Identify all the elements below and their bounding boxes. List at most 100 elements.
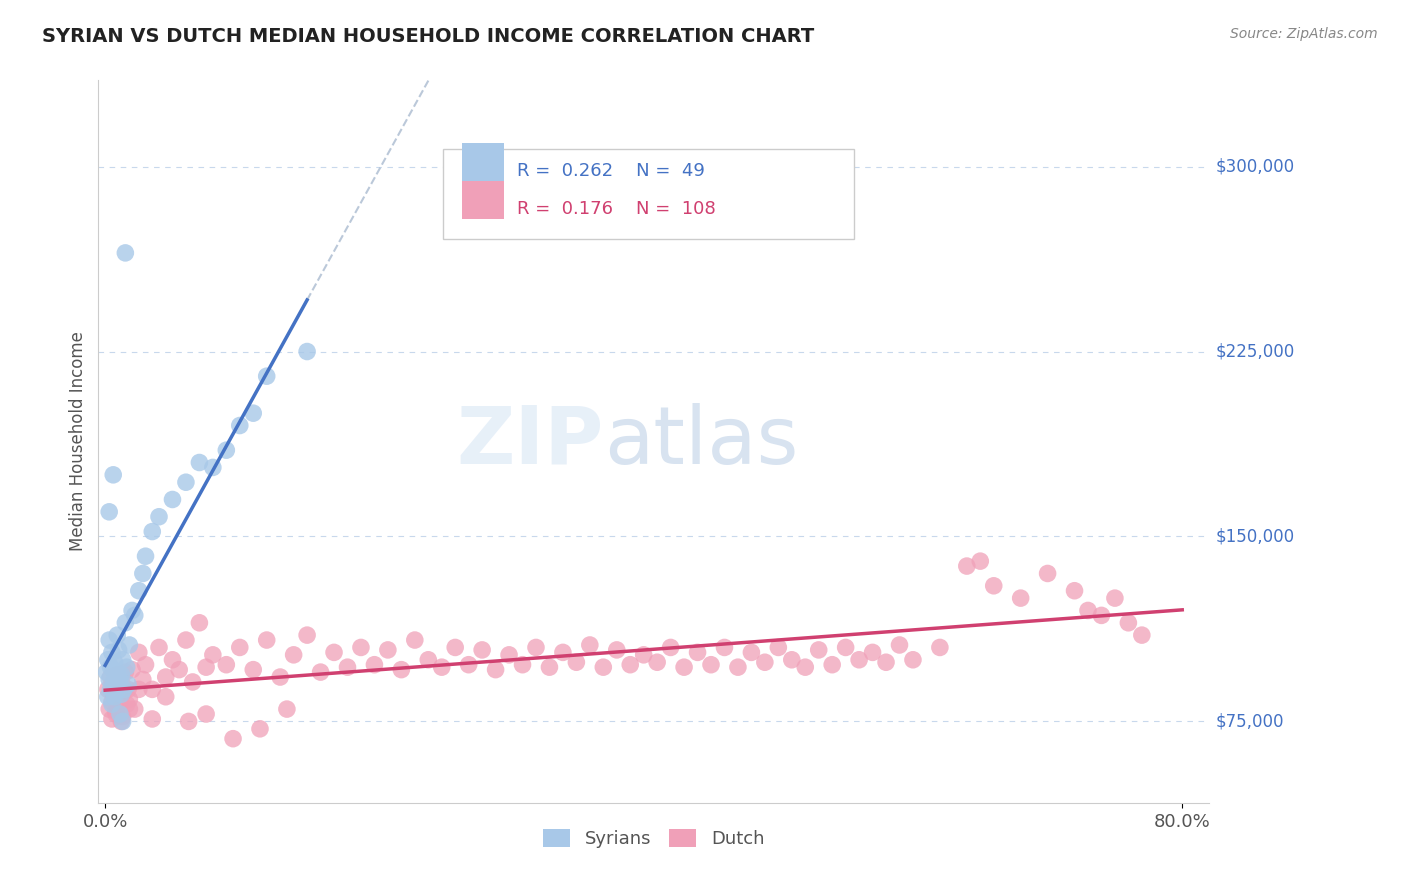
Point — [115, 697, 138, 711]
Point — [256, 633, 278, 648]
Point — [97, 690, 120, 704]
Point — [229, 418, 252, 433]
Text: atlas: atlas — [603, 402, 799, 481]
Point — [135, 657, 157, 672]
Point — [155, 690, 177, 704]
Point — [141, 524, 163, 539]
Point — [363, 657, 385, 672]
Text: Source: ZipAtlas.com: Source: ZipAtlas.com — [1230, 27, 1378, 41]
Point — [103, 663, 125, 677]
Point — [242, 406, 264, 420]
Point — [103, 675, 125, 690]
Point — [110, 667, 132, 681]
Point — [283, 648, 305, 662]
Point — [377, 643, 399, 657]
Point — [201, 648, 224, 662]
Point — [686, 645, 709, 659]
Point — [538, 660, 561, 674]
Point — [100, 682, 122, 697]
Point — [118, 638, 141, 652]
Point — [100, 670, 122, 684]
Point — [1010, 591, 1032, 606]
Point — [132, 566, 155, 581]
Point — [794, 660, 817, 674]
Point — [181, 675, 204, 690]
Point — [768, 640, 790, 655]
Point — [97, 653, 120, 667]
Point — [969, 554, 991, 568]
Point — [112, 682, 135, 697]
Point — [222, 731, 245, 746]
Point — [215, 657, 238, 672]
Point — [780, 653, 803, 667]
FancyBboxPatch shape — [461, 180, 503, 219]
Point — [103, 690, 125, 704]
Point — [471, 643, 494, 657]
Point — [114, 665, 136, 679]
Point — [104, 706, 127, 721]
Point — [276, 702, 298, 716]
Point — [128, 645, 150, 659]
Point — [389, 663, 412, 677]
Point — [740, 645, 762, 659]
Point — [404, 633, 426, 648]
Text: $300,000: $300,000 — [1216, 158, 1295, 176]
Point — [118, 692, 141, 706]
Point — [115, 660, 138, 674]
Point — [188, 615, 211, 630]
Point — [862, 645, 884, 659]
Point — [727, 660, 749, 674]
Text: R =  0.262    N =  49: R = 0.262 N = 49 — [517, 161, 704, 179]
Point — [834, 640, 856, 655]
Point — [249, 722, 271, 736]
Point — [117, 677, 139, 691]
Text: ZIP: ZIP — [457, 402, 603, 481]
Point — [103, 677, 125, 691]
Point — [101, 695, 124, 709]
Point — [928, 640, 950, 655]
Point — [104, 685, 127, 699]
Text: $225,000: $225,000 — [1216, 343, 1295, 360]
Point — [889, 638, 911, 652]
Point — [633, 648, 655, 662]
Point — [103, 655, 125, 669]
Point — [110, 714, 132, 729]
Point — [551, 645, 574, 659]
Point — [901, 653, 924, 667]
Point — [229, 640, 252, 655]
Point — [1063, 583, 1085, 598]
Point — [215, 443, 238, 458]
Point — [112, 685, 135, 699]
Point — [121, 603, 143, 617]
Text: $150,000: $150,000 — [1216, 527, 1295, 546]
Point — [512, 657, 534, 672]
Point — [673, 660, 696, 674]
Point — [96, 665, 118, 679]
Point — [135, 549, 157, 564]
Point — [524, 640, 547, 655]
Point — [418, 653, 440, 667]
Point — [103, 690, 125, 704]
Point — [848, 653, 870, 667]
Point — [104, 705, 127, 719]
Point — [444, 640, 467, 655]
Point — [117, 682, 139, 697]
Point — [1130, 628, 1153, 642]
Legend: Syrians, Dutch: Syrians, Dutch — [536, 822, 772, 855]
Point — [875, 655, 897, 669]
Point — [256, 369, 278, 384]
Point — [754, 655, 776, 669]
Text: R =  0.176    N =  108: R = 0.176 N = 108 — [517, 200, 716, 218]
Point — [457, 657, 479, 672]
Point — [645, 655, 668, 669]
Point — [148, 640, 170, 655]
Point — [162, 653, 184, 667]
Point — [148, 509, 170, 524]
Point — [1077, 603, 1099, 617]
Point — [713, 640, 735, 655]
Point — [111, 714, 134, 729]
Point — [195, 706, 218, 721]
Point — [956, 559, 979, 574]
Point — [124, 608, 146, 623]
Point — [1090, 608, 1112, 623]
